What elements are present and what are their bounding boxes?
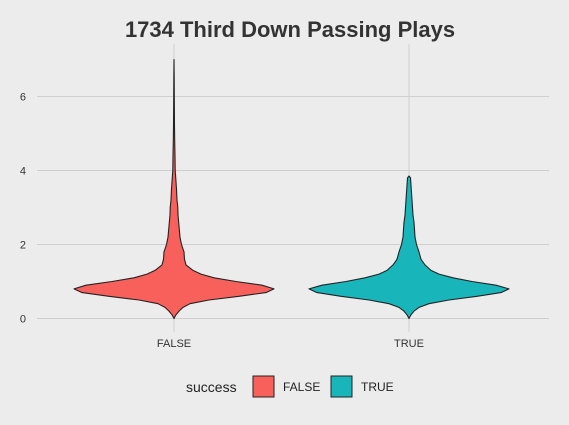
x-tick-label: TRUE (394, 338, 424, 350)
y-tick-label: 0 (20, 314, 26, 326)
violin-layer (73, 58, 510, 320)
y-tick-label: 6 (20, 92, 26, 104)
legend-label-false: FALSE (283, 380, 320, 394)
violin-false (73, 58, 275, 320)
chart-title: 1734 Third Down Passing Plays (125, 17, 455, 42)
y-axis-ticks: 0 2 4 6 (20, 92, 26, 326)
y-tick-label: 2 (20, 240, 26, 252)
y-tick-label: 4 (20, 166, 26, 178)
legend: success FALSE TRUE (186, 375, 394, 398)
legend-title: success (186, 379, 237, 395)
legend-key-false (252, 375, 275, 398)
legend-key-true (330, 375, 353, 398)
x-axis-ticks: FALSE TRUE (157, 338, 424, 350)
legend-label-true: TRUE (361, 380, 394, 394)
violin-true (308, 175, 510, 320)
x-tick-label: FALSE (157, 338, 191, 350)
